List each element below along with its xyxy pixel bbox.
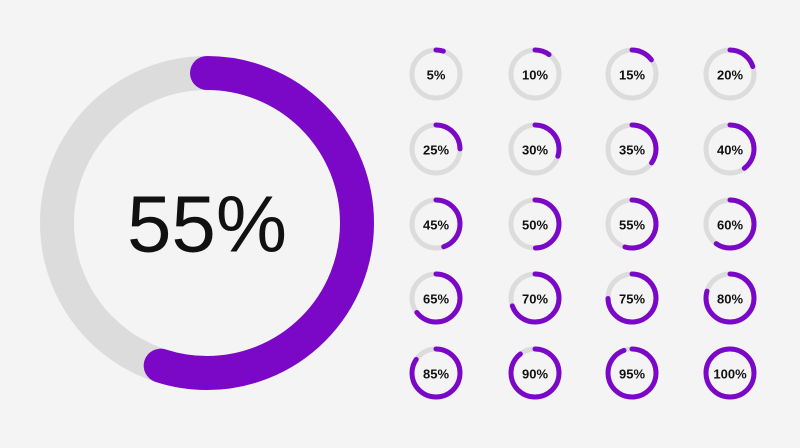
ring-progress — [605, 122, 659, 176]
ring-label: 5% — [427, 68, 446, 83]
ring-label: 95% — [619, 367, 645, 382]
ring-progress — [40, 56, 374, 390]
ring-progress — [508, 122, 562, 176]
ring-label: 40% — [717, 143, 743, 158]
ring-label: 10% — [522, 68, 548, 83]
ring-progress — [703, 346, 757, 400]
ring-label: 90% — [522, 367, 548, 382]
ring-progress — [409, 122, 463, 176]
ring-label: 75% — [619, 292, 645, 307]
ring-label: 80% — [717, 292, 743, 307]
ring-progress — [703, 122, 757, 176]
ring-label: 20% — [717, 68, 743, 83]
ring-progress — [508, 47, 562, 101]
ring-progress — [409, 197, 463, 251]
ring-progress — [605, 346, 659, 400]
ring-label: 55% — [619, 218, 645, 233]
ring-label: 30% — [522, 143, 548, 158]
ring-label: 35% — [619, 143, 645, 158]
ring-label: 55% — [127, 180, 287, 269]
ring-label: 70% — [522, 292, 548, 307]
ring-progress — [409, 271, 463, 325]
ring-progress — [508, 271, 562, 325]
ring-label: 45% — [423, 218, 449, 233]
ring-label: 100% — [713, 367, 747, 382]
ring-progress — [703, 47, 757, 101]
ring-label: 25% — [423, 143, 449, 158]
ring-progress — [508, 197, 562, 251]
ring-label: 50% — [522, 218, 548, 233]
ring-progress — [409, 47, 463, 101]
ring-progress — [703, 197, 757, 251]
ring-progress — [605, 47, 659, 101]
ring-label: 85% — [423, 367, 449, 382]
ring-progress — [605, 197, 659, 251]
ring-label: 65% — [423, 292, 449, 307]
ring-label: 15% — [619, 68, 645, 83]
ring-label: 60% — [717, 218, 743, 233]
ring-progress — [605, 271, 659, 325]
ring-progress — [508, 346, 562, 400]
ring-progress — [703, 271, 757, 325]
ring-progress — [409, 346, 463, 400]
